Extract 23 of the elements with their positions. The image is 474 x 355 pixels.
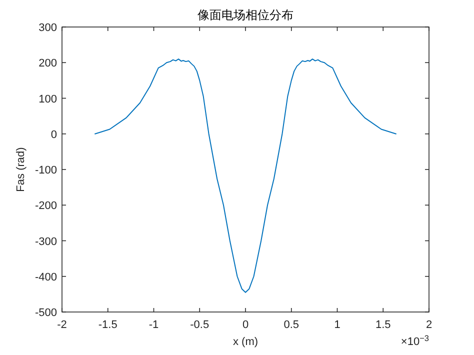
x-tick-label: 0: [242, 319, 249, 331]
y-tick-label: 300: [38, 22, 57, 34]
x-tick-label: 1: [334, 319, 340, 331]
y-tick-label: -100: [34, 164, 57, 176]
text: ×10$^{−3}$: [400, 334, 430, 348]
line-series: [94, 58, 396, 293]
x-tick-label: -1.5: [98, 319, 118, 331]
y-tick-label: -300: [34, 236, 57, 248]
x-axis-title: x (m): [232, 336, 258, 348]
y-tick-label: 200: [38, 58, 57, 70]
y-tick-label: 0: [50, 128, 57, 141]
x-tick-label: 1.5: [375, 319, 391, 331]
x-tick-label: 2: [426, 319, 432, 331]
x-tick-label: -1: [148, 319, 159, 331]
x-tick-label: 0.5: [284, 319, 300, 331]
x-tick-label: -0.5: [190, 319, 210, 331]
y-axis-title: Fas (rad): [15, 147, 27, 192]
chart-title: 像面电场相位分布: [198, 8, 294, 22]
y-tick-label: 100: [38, 93, 57, 106]
y-tick-label: -500: [34, 307, 57, 319]
x-tick-label: -2: [57, 319, 67, 331]
y-tick-label: -400: [34, 271, 57, 284]
y-tick-label: -200: [34, 200, 57, 212]
